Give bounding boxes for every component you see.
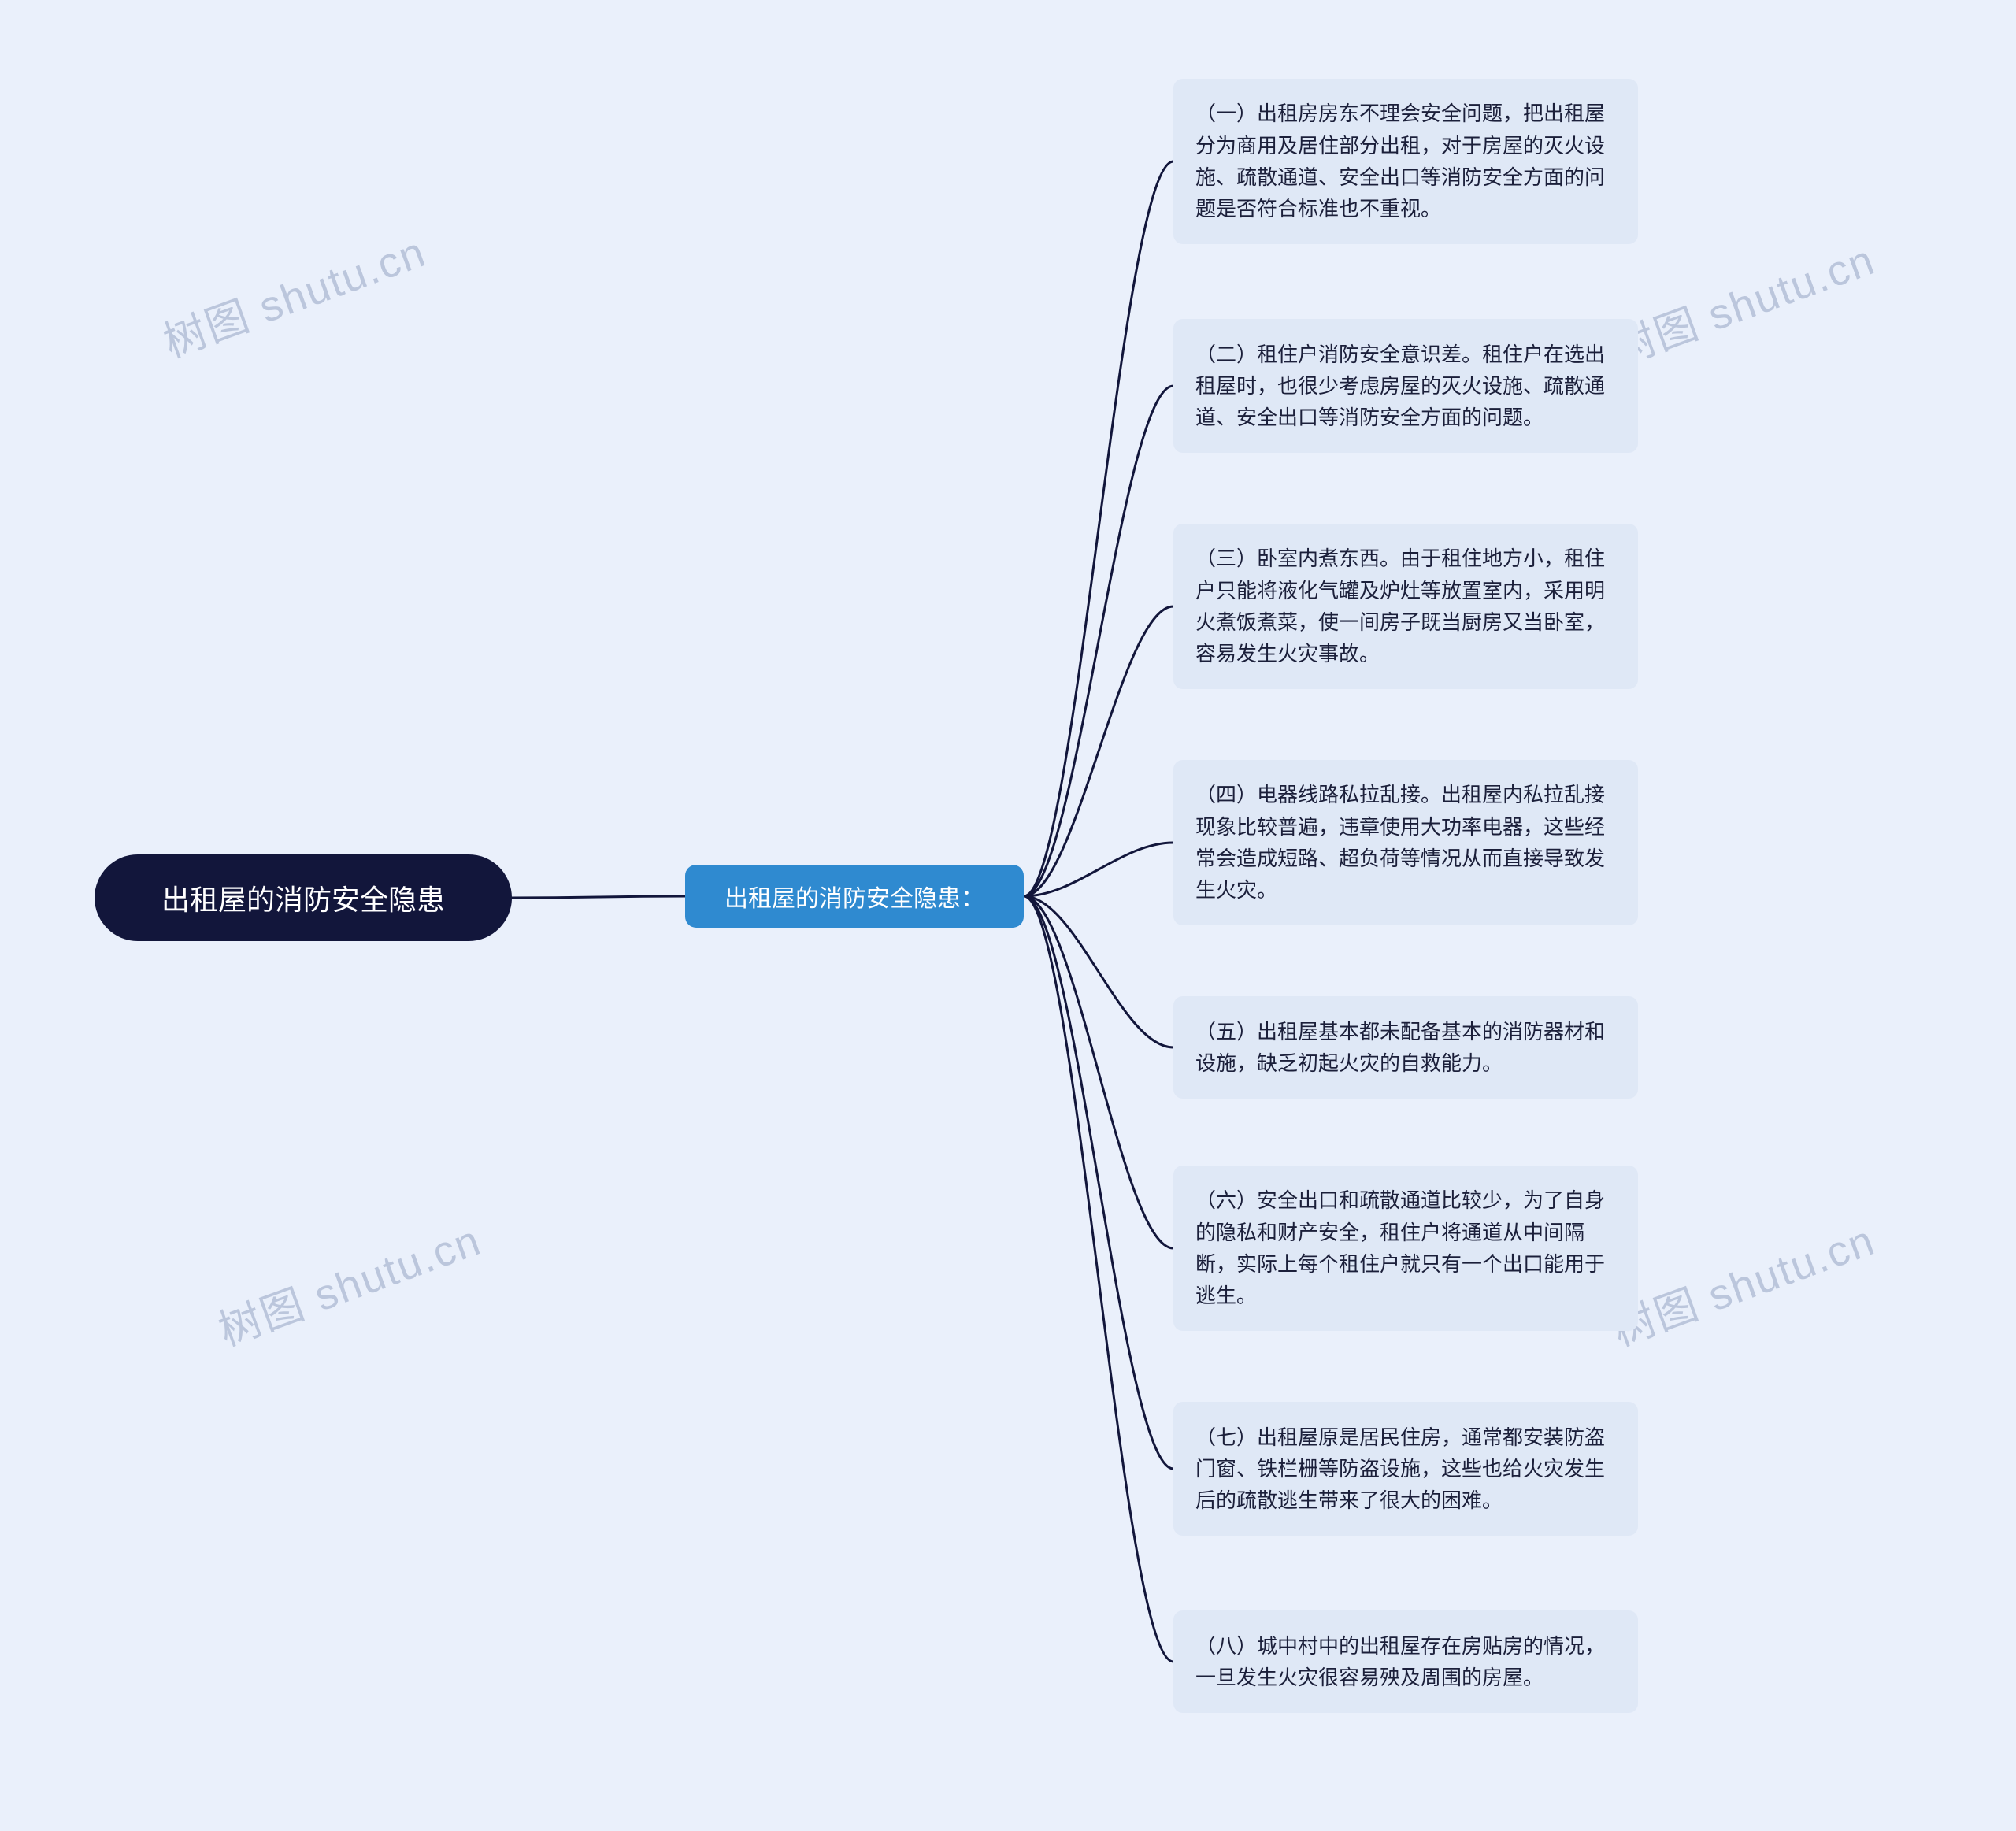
leaf-text: （五）出租屋基本都未配备基本的消防器材和设施，缺乏初起火灾的自救能力。 bbox=[1195, 1016, 1616, 1080]
watermark: 树图 shutu.cn bbox=[1603, 225, 1882, 378]
watermark: 树图 shutu.cn bbox=[154, 217, 433, 370]
leaf-node[interactable]: （四）电器线路私拉乱接。出租屋内私拉乱接现象比较普遍，违章使用大功率电器，这些经… bbox=[1173, 760, 1638, 925]
branch-label: 出租屋的消防安全隐患： bbox=[724, 879, 984, 914]
leaf-node[interactable]: （五）出租屋基本都未配备基本的消防器材和设施，缺乏初起火灾的自救能力。 bbox=[1173, 996, 1638, 1099]
leaf-text: （一）出租房房东不理会安全问题，把出租屋分为商用及居住部分出租，对于房屋的灭火设… bbox=[1195, 98, 1616, 224]
root-node[interactable]: 出租屋的消防安全隐患 bbox=[94, 854, 512, 941]
leaf-node[interactable]: （一）出租房房东不理会安全问题，把出租屋分为商用及居住部分出租，对于房屋的灭火设… bbox=[1173, 79, 1638, 244]
leaf-node[interactable]: （三）卧室内煮东西。由于租住地方小，租住户只能将液化气罐及炉灶等放置室内，采用明… bbox=[1173, 524, 1638, 689]
leaf-text: （六）安全出口和疏散通道比较少，为了自身的隐私和财产安全，租住户将通道从中间隔断… bbox=[1195, 1184, 1616, 1311]
leaf-node[interactable]: （六）安全出口和疏散通道比较少，为了自身的隐私和财产安全，租住户将通道从中间隔断… bbox=[1173, 1166, 1638, 1331]
leaf-text: （二）租住户消防安全意识差。租住户在选出租屋时，也很少考虑房屋的灭火设施、疏散通… bbox=[1195, 339, 1616, 434]
leaf-text: （八）城中村中的出租屋存在房贴房的情况，一旦发生火灾很容易殃及周围的房屋。 bbox=[1195, 1630, 1616, 1694]
leaf-text: （四）电器线路私拉乱接。出租屋内私拉乱接现象比较普遍，违章使用大功率电器，这些经… bbox=[1195, 779, 1616, 906]
leaf-node[interactable]: （七）出租屋原是居民住房，通常都安装防盗门窗、铁栏栅等防盗设施，这些也给火灾发生… bbox=[1173, 1402, 1638, 1536]
watermark: 树图 shutu.cn bbox=[209, 1206, 488, 1358]
branch-node[interactable]: 出租屋的消防安全隐患： bbox=[685, 865, 1024, 928]
watermark: 树图 shutu.cn bbox=[1603, 1206, 1882, 1358]
leaf-node[interactable]: （八）城中村中的出租屋存在房贴房的情况，一旦发生火灾很容易殃及周围的房屋。 bbox=[1173, 1610, 1638, 1713]
leaf-node[interactable]: （二）租住户消防安全意识差。租住户在选出租屋时，也很少考虑房屋的灭火设施、疏散通… bbox=[1173, 319, 1638, 453]
mindmap-canvas: 树图 shutu.cn 树图 shutu.cn 树图 shutu.cn 树图 shut… bbox=[0, 0, 2016, 1831]
root-label: 出租屋的消防安全隐患 bbox=[161, 877, 445, 918]
leaf-text: （七）出租屋原是居民住房，通常都安装防盗门窗、铁栏栅等防盗设施，这些也给火灾发生… bbox=[1195, 1421, 1616, 1517]
leaf-text: （三）卧室内煮东西。由于租住地方小，租住户只能将液化气罐及炉灶等放置室内，采用明… bbox=[1195, 543, 1616, 669]
